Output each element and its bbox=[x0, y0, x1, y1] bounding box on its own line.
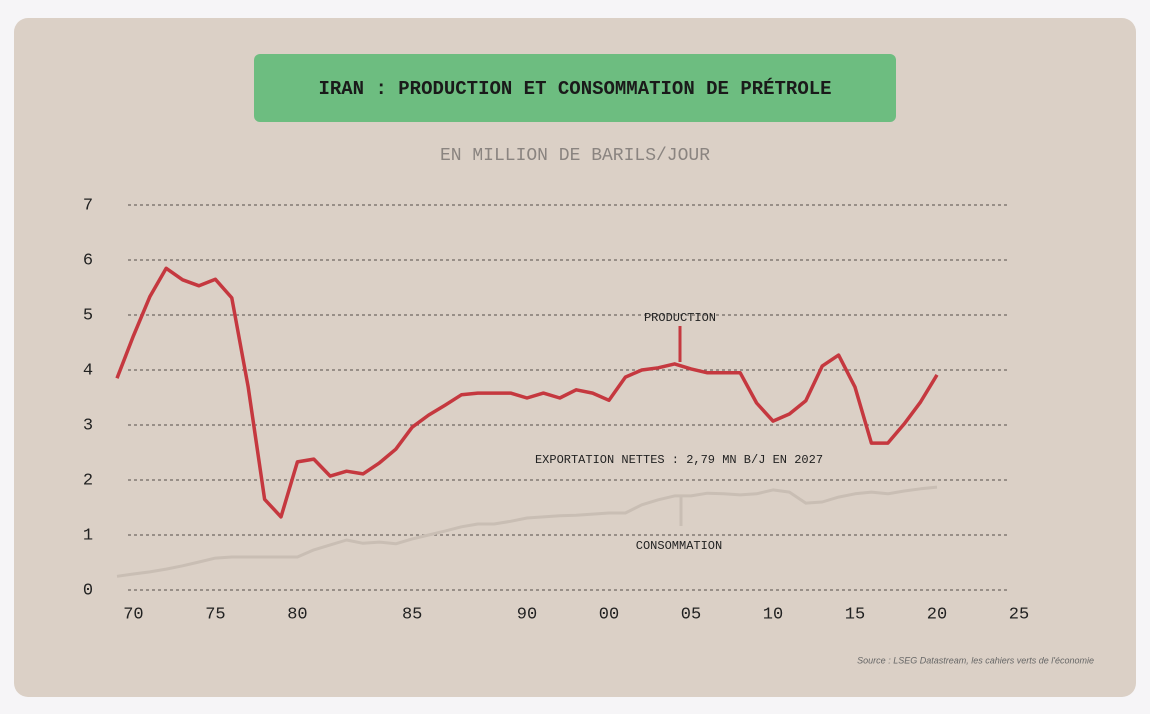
x-tick-label: 25 bbox=[1009, 605, 1029, 624]
x-tick-label: 00 bbox=[599, 605, 619, 624]
title-box bbox=[254, 54, 896, 122]
x-tick-label: 70 bbox=[123, 605, 143, 624]
legend-label: PRODUCTION bbox=[644, 311, 716, 325]
card bbox=[14, 18, 1136, 697]
annotation: EXPORTATION NETTES : 2,79 MN B/J EN 2027 bbox=[535, 453, 823, 467]
x-tick-label: 05 bbox=[681, 605, 701, 624]
y-tick-label: 1 bbox=[83, 526, 93, 545]
y-tick-label: 3 bbox=[83, 416, 93, 435]
legend-label: CONSOMMATION bbox=[636, 539, 722, 553]
x-tick-label: 15 bbox=[845, 605, 865, 624]
chart-subtitle: EN MILLION DE BARILS/JOUR bbox=[440, 146, 710, 166]
source: Source : LSEG Datastream, les cahiers ve… bbox=[857, 655, 1094, 665]
y-tick-label: 5 bbox=[83, 306, 93, 325]
x-tick-label: 75 bbox=[205, 605, 225, 624]
series-line bbox=[116, 485, 938, 578]
y-tick-label: 6 bbox=[83, 251, 93, 270]
y-tick-label: 0 bbox=[83, 581, 93, 600]
y-tick-label: 2 bbox=[83, 471, 93, 490]
x-tick-label: 85 bbox=[402, 605, 422, 624]
x-tick-label: 90 bbox=[517, 605, 537, 624]
series-line bbox=[115, 266, 939, 519]
x-tick-label: 10 bbox=[763, 605, 783, 624]
x-tick-label: 20 bbox=[927, 605, 947, 624]
x-tick-label: 80 bbox=[287, 605, 307, 624]
y-tick-label: 7 bbox=[83, 196, 93, 215]
y-tick-label: 4 bbox=[83, 361, 93, 380]
chart-title: IRAN : PRODUCTION ET CONSOMMATION DE PRÉ… bbox=[318, 78, 831, 100]
